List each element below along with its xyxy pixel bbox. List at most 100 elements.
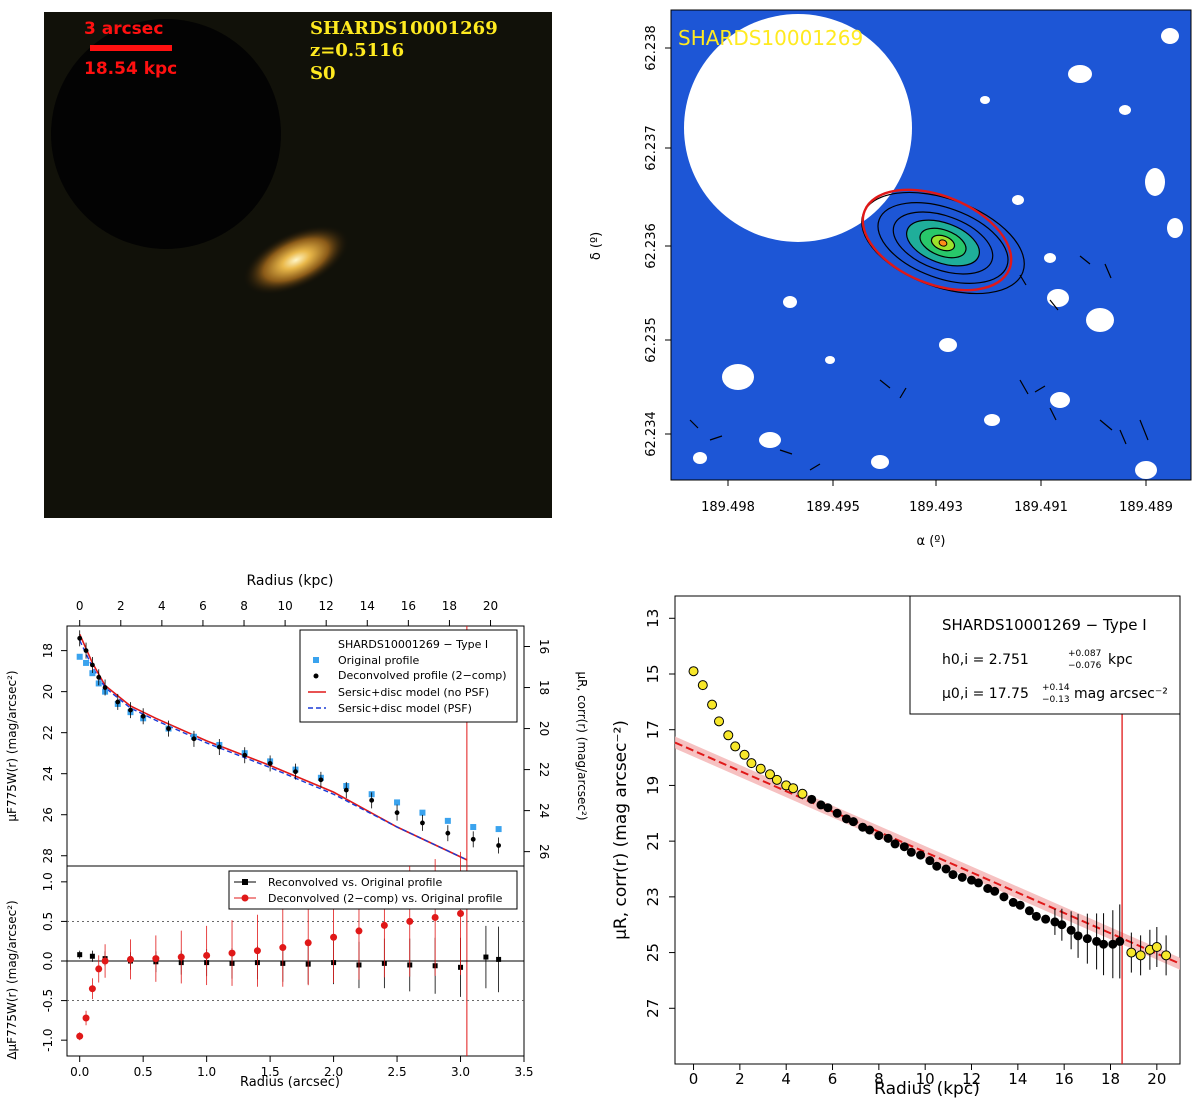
original-point bbox=[76, 653, 83, 660]
deconv-point bbox=[470, 836, 476, 842]
data-point bbox=[1050, 917, 1060, 927]
y-tick-label: 18 bbox=[41, 643, 55, 658]
excluded-point bbox=[788, 783, 799, 794]
data-point bbox=[983, 884, 993, 893]
data-point bbox=[916, 850, 926, 860]
y-tick-label: 22 bbox=[41, 725, 55, 740]
data-point bbox=[1008, 897, 1018, 907]
deconv-resid-point bbox=[95, 965, 103, 973]
data-point bbox=[848, 817, 858, 827]
h0-lower-error: −0.076 bbox=[1068, 661, 1102, 671]
original-point bbox=[444, 817, 451, 824]
x-tick-label: 0 bbox=[689, 1070, 699, 1088]
profile-svg: Radius (kpc) Radius (arcsec) μF775W(r) (… bbox=[5, 573, 589, 1090]
deconv-point bbox=[191, 736, 197, 742]
top-tick-label: 2 bbox=[117, 599, 125, 613]
deconv-point bbox=[343, 787, 349, 793]
reconv-point bbox=[496, 956, 502, 962]
deconv-point bbox=[318, 777, 324, 783]
deconv-resid-point bbox=[177, 953, 185, 961]
scale-label: 3 arcsec bbox=[84, 19, 163, 39]
reconv-point bbox=[483, 954, 489, 960]
resid-legend-deconv: Deconvolved (2−comp) vs. Original profil… bbox=[268, 892, 503, 905]
data-point bbox=[1099, 939, 1109, 949]
resid-y-tick-label: 1.0 bbox=[41, 872, 55, 891]
x-tick-label: 8 bbox=[874, 1070, 884, 1088]
legend-deconv-marker bbox=[313, 673, 319, 679]
masked-star bbox=[51, 19, 281, 249]
deconv-resid-point bbox=[457, 910, 465, 917]
corrected-legend: SHARDS10001269 − Type I h0,i = 2.751 +0.… bbox=[909, 595, 1181, 715]
x-tick-label: 3.0 bbox=[451, 1065, 470, 1079]
deconv-point bbox=[496, 843, 502, 848]
data-point bbox=[1041, 914, 1051, 924]
map-galaxy-id: SHARDS10001269 bbox=[678, 26, 863, 50]
deconv-resid-point bbox=[101, 957, 109, 965]
original-point bbox=[495, 826, 502, 833]
corrected-ylabel: μR, corr(r) (mag arcsec⁻²) bbox=[611, 720, 631, 940]
h0-unit: kpc bbox=[1108, 652, 1133, 668]
top-tick-label: 0 bbox=[76, 599, 84, 613]
map-ytick: 62.234 bbox=[644, 411, 659, 457]
deconv-point bbox=[140, 713, 146, 719]
data-point bbox=[1057, 920, 1067, 930]
y-tick-label: 26 bbox=[41, 807, 55, 822]
excluded-point bbox=[697, 680, 708, 691]
panel-mask-map: SHARDS10001269 189.498 189.495 189.493 1… bbox=[580, 0, 1200, 560]
map-ytick: 62.235 bbox=[644, 317, 659, 363]
deconv-resid-point bbox=[304, 939, 312, 947]
data-point bbox=[906, 847, 916, 857]
data-point bbox=[841, 814, 851, 824]
mask-blobs bbox=[684, 14, 1183, 479]
deconv-point bbox=[96, 674, 102, 680]
deconv-resid-point bbox=[406, 917, 414, 925]
deconv-point bbox=[267, 761, 273, 766]
deconv-point bbox=[242, 752, 248, 758]
data-point bbox=[1031, 911, 1041, 921]
deconv-point bbox=[369, 797, 375, 803]
right-tick-label: 24 bbox=[537, 803, 551, 818]
data-point bbox=[874, 831, 884, 841]
excluded-point bbox=[1135, 950, 1146, 961]
legend-model-psf: Sersic+disc model (PSF) bbox=[338, 702, 472, 715]
x-tick-label: 12 bbox=[962, 1070, 981, 1088]
mask-map-svg: SHARDS10001269 189.498 189.495 189.493 1… bbox=[589, 9, 1192, 549]
map-frame bbox=[670, 9, 1192, 481]
data-point bbox=[1115, 936, 1125, 946]
map-xtick: 189.495 bbox=[806, 500, 860, 515]
x-tick-label: 1.0 bbox=[197, 1065, 216, 1079]
panel-profile: Radius (kpc) Radius (arcsec) μF775W(r) (… bbox=[0, 560, 600, 1106]
right-tick-label: 26 bbox=[537, 844, 551, 859]
map-ytick: 62.238 bbox=[644, 25, 659, 71]
deconv-point bbox=[115, 699, 121, 705]
y-tick-label: 27 bbox=[644, 999, 662, 1018]
data-point bbox=[941, 864, 951, 874]
deconv-point bbox=[128, 707, 133, 713]
deconv-point bbox=[77, 635, 83, 641]
y-tick-label: 25 bbox=[644, 943, 662, 962]
map-xlabel: α (º) bbox=[917, 534, 946, 549]
data-point bbox=[883, 833, 893, 843]
x-tick-label: 4 bbox=[781, 1070, 791, 1088]
deconv-resid-point bbox=[431, 913, 439, 921]
x-tick-label: 2.5 bbox=[388, 1065, 407, 1079]
y-tick-label: 20 bbox=[41, 684, 55, 699]
map-ytick: 62.237 bbox=[644, 125, 659, 171]
top-tick-label: 18 bbox=[442, 599, 457, 613]
data-point bbox=[1066, 925, 1076, 935]
map-xtick: 189.498 bbox=[701, 500, 755, 515]
original-point bbox=[470, 824, 477, 831]
data-point bbox=[1108, 939, 1118, 949]
excluded-point bbox=[1151, 942, 1162, 952]
x-tick-label: 18 bbox=[1101, 1070, 1120, 1088]
data-point bbox=[1082, 934, 1092, 944]
top-tick-label: 12 bbox=[319, 599, 334, 613]
deconv-point bbox=[83, 648, 89, 654]
deconv-resid-point bbox=[203, 951, 211, 959]
deconv-point bbox=[102, 685, 108, 690]
panel-color-image: 3 arcsec 18.54 kpc SHARDS10001269 z=0.51… bbox=[44, 12, 552, 518]
residual-ylabel: ΔμF775W(r) (mag/arcsec²) bbox=[5, 900, 19, 1059]
x-tick-label: 2.0 bbox=[324, 1065, 343, 1079]
mu0-lower-error: −0.13 bbox=[1042, 695, 1070, 705]
top-tick-label: 14 bbox=[360, 599, 375, 613]
